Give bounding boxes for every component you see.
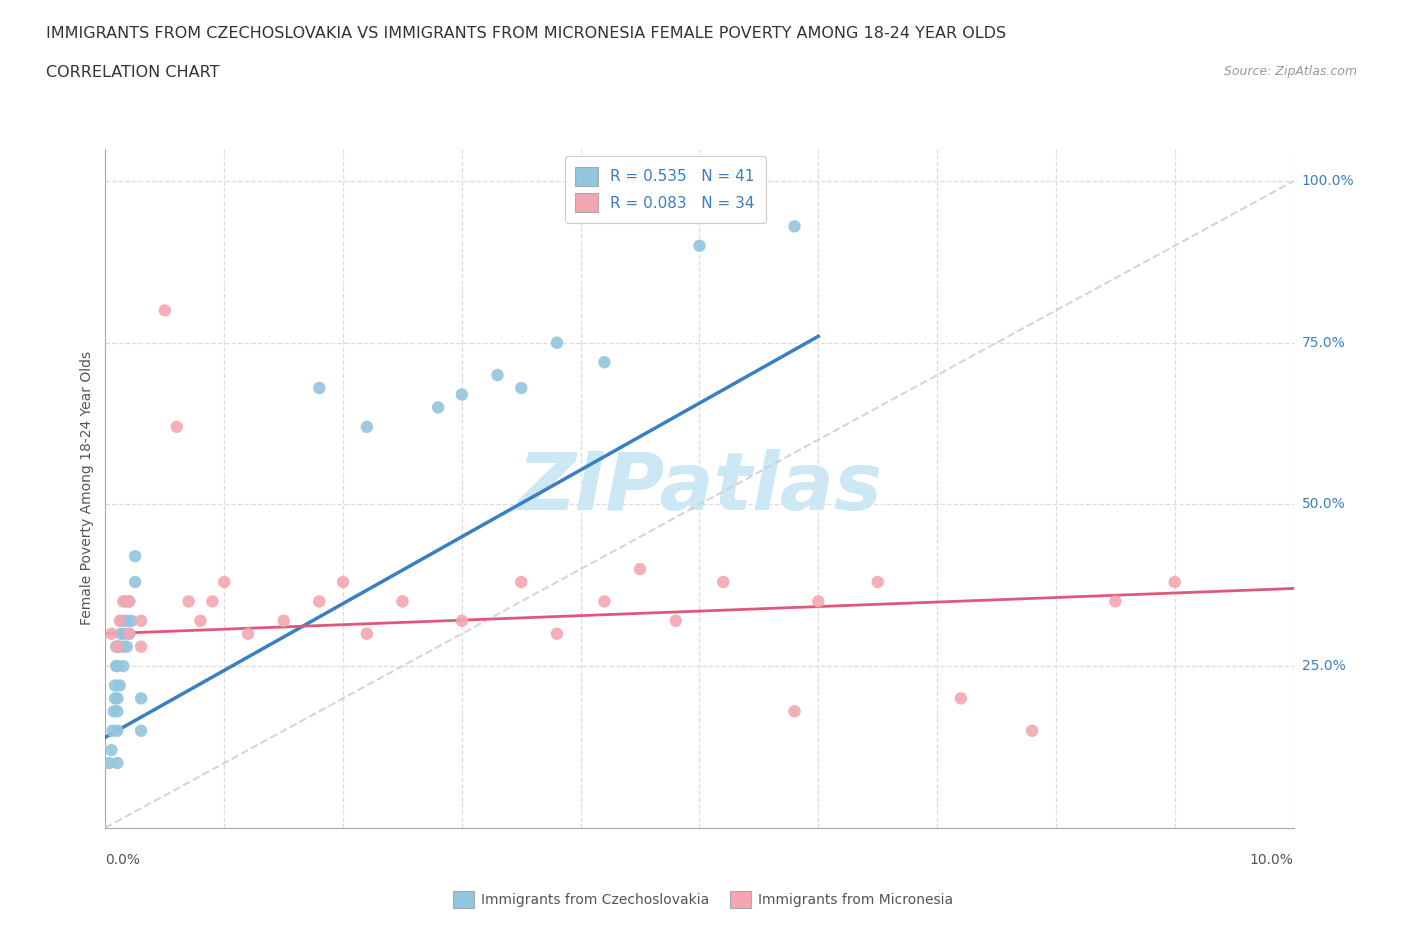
Point bbox=[689, 238, 711, 253]
Point bbox=[486, 367, 509, 382]
Point bbox=[129, 614, 152, 629]
Point bbox=[114, 626, 136, 641]
Point bbox=[118, 626, 141, 641]
Point bbox=[807, 594, 830, 609]
Point bbox=[121, 614, 143, 629]
Point bbox=[190, 614, 212, 629]
Point bbox=[108, 639, 131, 654]
Point bbox=[593, 594, 616, 609]
Text: CORRELATION CHART: CORRELATION CHART bbox=[46, 65, 219, 80]
Point bbox=[593, 354, 616, 369]
Point bbox=[308, 594, 330, 609]
Point bbox=[166, 419, 188, 434]
Point bbox=[628, 562, 651, 577]
Point bbox=[115, 614, 138, 629]
Point bbox=[114, 594, 136, 609]
Point bbox=[124, 575, 146, 590]
Text: 10.0%: 10.0% bbox=[1250, 853, 1294, 868]
Point bbox=[105, 755, 128, 770]
Point bbox=[129, 639, 152, 654]
Point bbox=[783, 219, 806, 233]
Point bbox=[546, 626, 568, 641]
Text: 25.0%: 25.0% bbox=[1302, 659, 1346, 673]
Point bbox=[1104, 594, 1126, 609]
Text: 75.0%: 75.0% bbox=[1302, 336, 1346, 350]
Point bbox=[546, 336, 568, 351]
Point bbox=[105, 724, 128, 738]
Point bbox=[391, 594, 413, 609]
Point bbox=[108, 614, 131, 629]
Point bbox=[427, 400, 450, 415]
Text: IMMIGRANTS FROM CZECHOSLOVAKIA VS IMMIGRANTS FROM MICRONESIA FEMALE POVERTY AMON: IMMIGRANTS FROM CZECHOSLOVAKIA VS IMMIGR… bbox=[46, 26, 1007, 41]
Point bbox=[665, 614, 688, 629]
Point bbox=[112, 594, 135, 609]
Point bbox=[112, 658, 135, 673]
Point bbox=[105, 658, 128, 673]
Point bbox=[510, 380, 533, 395]
Text: 100.0%: 100.0% bbox=[1302, 174, 1354, 188]
Point bbox=[711, 575, 734, 590]
Point bbox=[105, 639, 128, 654]
Point bbox=[112, 639, 135, 654]
Point bbox=[273, 614, 295, 629]
Point bbox=[118, 626, 141, 641]
Point bbox=[1021, 724, 1043, 738]
Point bbox=[111, 614, 134, 629]
Point bbox=[104, 678, 127, 693]
Point bbox=[510, 575, 533, 590]
Point bbox=[105, 639, 128, 654]
Point bbox=[105, 658, 128, 673]
Point bbox=[105, 691, 128, 706]
Point bbox=[118, 594, 141, 609]
Point bbox=[356, 626, 378, 641]
Point bbox=[214, 575, 236, 590]
Point bbox=[105, 704, 128, 719]
Point bbox=[129, 691, 152, 706]
Point bbox=[356, 419, 378, 434]
Point bbox=[105, 639, 128, 654]
Legend: R = 0.535   N = 41, R = 0.083   N = 34: R = 0.535 N = 41, R = 0.083 N = 34 bbox=[565, 156, 766, 223]
Point bbox=[124, 549, 146, 564]
Y-axis label: Female Poverty Among 18-24 Year Olds: Female Poverty Among 18-24 Year Olds bbox=[80, 352, 94, 625]
Text: Source: ZipAtlas.com: Source: ZipAtlas.com bbox=[1223, 65, 1357, 78]
Point bbox=[104, 691, 127, 706]
Point bbox=[110, 626, 132, 641]
Point bbox=[100, 626, 122, 641]
Point bbox=[949, 691, 972, 706]
Text: 0.0%: 0.0% bbox=[105, 853, 141, 868]
Point bbox=[108, 678, 131, 693]
Point bbox=[100, 743, 122, 758]
Point bbox=[101, 724, 124, 738]
Point bbox=[866, 575, 889, 590]
Point bbox=[308, 380, 330, 395]
Legend: Immigrants from Czechoslovakia, Immigrants from Micronesia: Immigrants from Czechoslovakia, Immigran… bbox=[447, 885, 959, 914]
Point bbox=[1164, 575, 1187, 590]
Text: 50.0%: 50.0% bbox=[1302, 498, 1346, 512]
Point bbox=[115, 639, 138, 654]
Point bbox=[118, 594, 141, 609]
Point bbox=[450, 614, 472, 629]
Point bbox=[450, 387, 472, 402]
Point bbox=[103, 704, 125, 719]
Point bbox=[332, 575, 354, 590]
Point bbox=[129, 724, 152, 738]
Point bbox=[177, 594, 200, 609]
Point bbox=[201, 594, 224, 609]
Point bbox=[236, 626, 259, 641]
Point bbox=[153, 303, 176, 318]
Point bbox=[98, 755, 121, 770]
Text: ZIPatlas: ZIPatlas bbox=[517, 449, 882, 527]
Point bbox=[783, 704, 806, 719]
